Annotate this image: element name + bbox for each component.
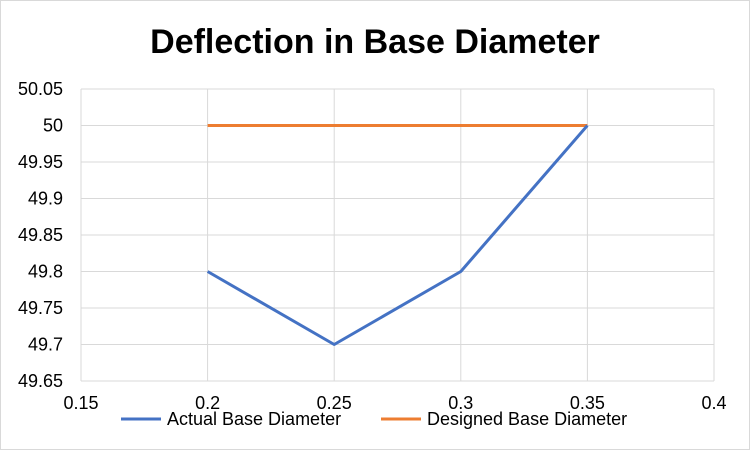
grid-lines (80, 88, 715, 382)
legend-label: Designed Base Diameter (427, 409, 627, 429)
x-tick-label: 0.4 (701, 393, 726, 413)
y-tick-label: 50 (43, 116, 63, 136)
y-tick-label: 49.7 (28, 335, 63, 355)
x-tick-label: 0.35 (570, 393, 605, 413)
y-tick-label: 50.05 (18, 79, 63, 99)
legend: Actual Base Diameter Designed Base Diamet… (121, 409, 627, 429)
x-axis-ticks: 0.15 0.2 0.25 0.3 0.35 0.4 (63, 393, 726, 413)
y-tick-label: 49.9 (28, 189, 63, 209)
legend-label: Actual Base Diameter (167, 409, 341, 429)
series-group (206, 124, 589, 346)
y-tick-label: 49.8 (28, 262, 63, 282)
series-line-actual-base-diameter (206, 124, 589, 346)
x-tick-label: 0.25 (317, 393, 352, 413)
y-axis-ticks: 49.65 49.7 49.75 49.8 49.85 49.9 49.95 50 50.05 (18, 79, 63, 391)
chart-title: Deflection in Base Diameter (150, 23, 600, 61)
x-tick-label: 0.3 (448, 393, 473, 413)
y-tick-label: 49.65 (18, 371, 63, 391)
x-tick-label: 0.15 (63, 393, 98, 413)
y-tick-label: 49.75 (18, 298, 63, 318)
y-tick-label: 49.95 (18, 152, 63, 172)
x-tick-label: 0.2 (195, 393, 220, 413)
y-tick-label: 49.85 (18, 225, 63, 245)
